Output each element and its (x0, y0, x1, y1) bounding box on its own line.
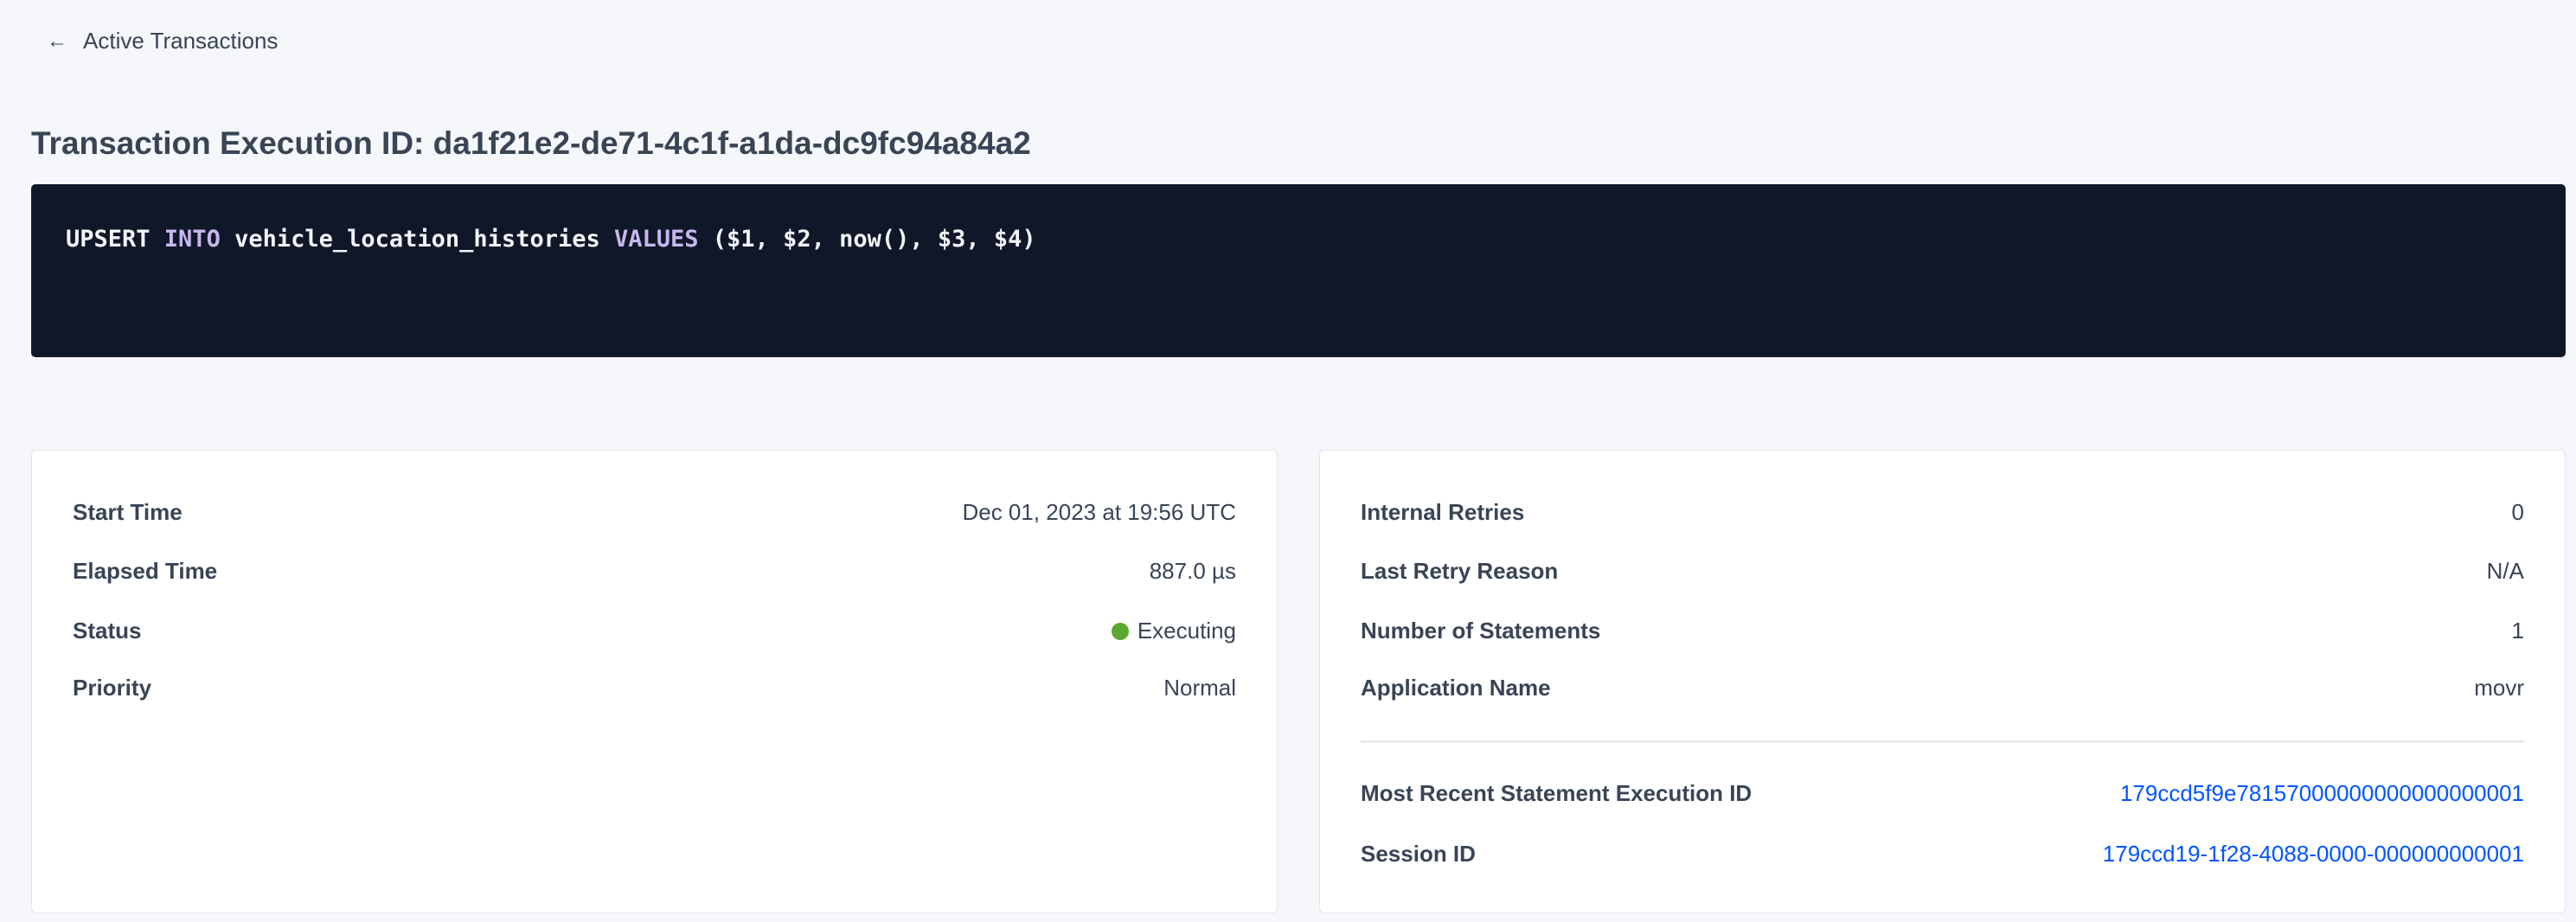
detail-row-last-retry-reason: Last Retry Reason N/A (1361, 554, 2524, 588)
status-text: Executing (1137, 617, 1236, 643)
detail-row-internal-retries: Internal Retries 0 (1361, 495, 2524, 529)
sql-text: UPSERT (66, 226, 164, 253)
statement-execution-id-link[interactable]: 179ccd5f9e78157000000000000000001 (2119, 779, 2524, 806)
status-dot-icon (1111, 622, 1129, 640)
detail-row-status: Status Executing (73, 613, 1236, 648)
status-badge: Executing (1111, 617, 1236, 644)
row-value: 0 (2511, 498, 2524, 525)
sql-text: vehicle_location_histories (220, 226, 614, 253)
row-value: Normal (1163, 674, 1236, 701)
transaction-details-card: Start Time Dec 01, 2023 at 19:56 UTC Elap… (31, 450, 1278, 913)
row-label: Priority (73, 674, 152, 701)
row-label: Internal Retries (1361, 498, 1525, 525)
row-label: Status (73, 617, 142, 643)
row-value: N/A (2486, 557, 2524, 584)
detail-row-application-name: Application Name movr (1361, 670, 2524, 705)
row-value: Dec 01, 2023 at 19:56 UTC (962, 498, 1236, 525)
back-link[interactable]: ← Active Transactions (47, 28, 278, 54)
row-value: 1 (2511, 617, 2524, 643)
row-value: movr (2474, 674, 2524, 701)
row-label: Application Name (1361, 674, 1551, 701)
row-label: Session ID (1361, 840, 1476, 867)
row-label: Last Retry Reason (1361, 557, 1559, 584)
detail-row-number-of-statements: Number of Statements 1 (1361, 613, 2524, 648)
sql-keyword: VALUES (613, 226, 699, 253)
detail-row-most-recent-statement: Most Recent Statement Execution ID 179ccd… (1361, 776, 2524, 810)
sql-statement-block: UPSERT INTO vehicle_location_histories V… (31, 184, 2566, 357)
row-label: Most Recent Statement Execution ID (1361, 779, 1753, 806)
detail-row-session-id: Session ID 179ccd19-1f28-4088-0000-000000… (1361, 836, 2524, 871)
session-id-link[interactable]: 179ccd19-1f28-4088-0000-000000000001 (2102, 840, 2524, 867)
row-value: 887.0 µs (1149, 557, 1236, 584)
detail-row-start-time: Start Time Dec 01, 2023 at 19:56 UTC (73, 495, 1236, 529)
divider (1361, 740, 2524, 743)
arrow-left-icon: ← (47, 29, 67, 53)
transaction-info-card: Internal Retries 0 Last Retry Reason N/A N… (1319, 450, 2566, 913)
row-label: Elapsed Time (73, 557, 218, 584)
sql-keyword: INTO (163, 226, 221, 253)
row-label: Start Time (73, 498, 183, 525)
page-title: Transaction Execution ID: da1f21e2-de71-… (31, 125, 1031, 161)
back-link-label: Active Transactions (83, 28, 279, 54)
detail-row-elapsed-time: Elapsed Time 887.0 µs (73, 554, 1236, 588)
sql-text: ($1, $2, now(), $3, $4) (698, 226, 1036, 253)
row-label: Number of Statements (1361, 617, 1601, 643)
detail-row-priority: Priority Normal (73, 670, 1236, 705)
